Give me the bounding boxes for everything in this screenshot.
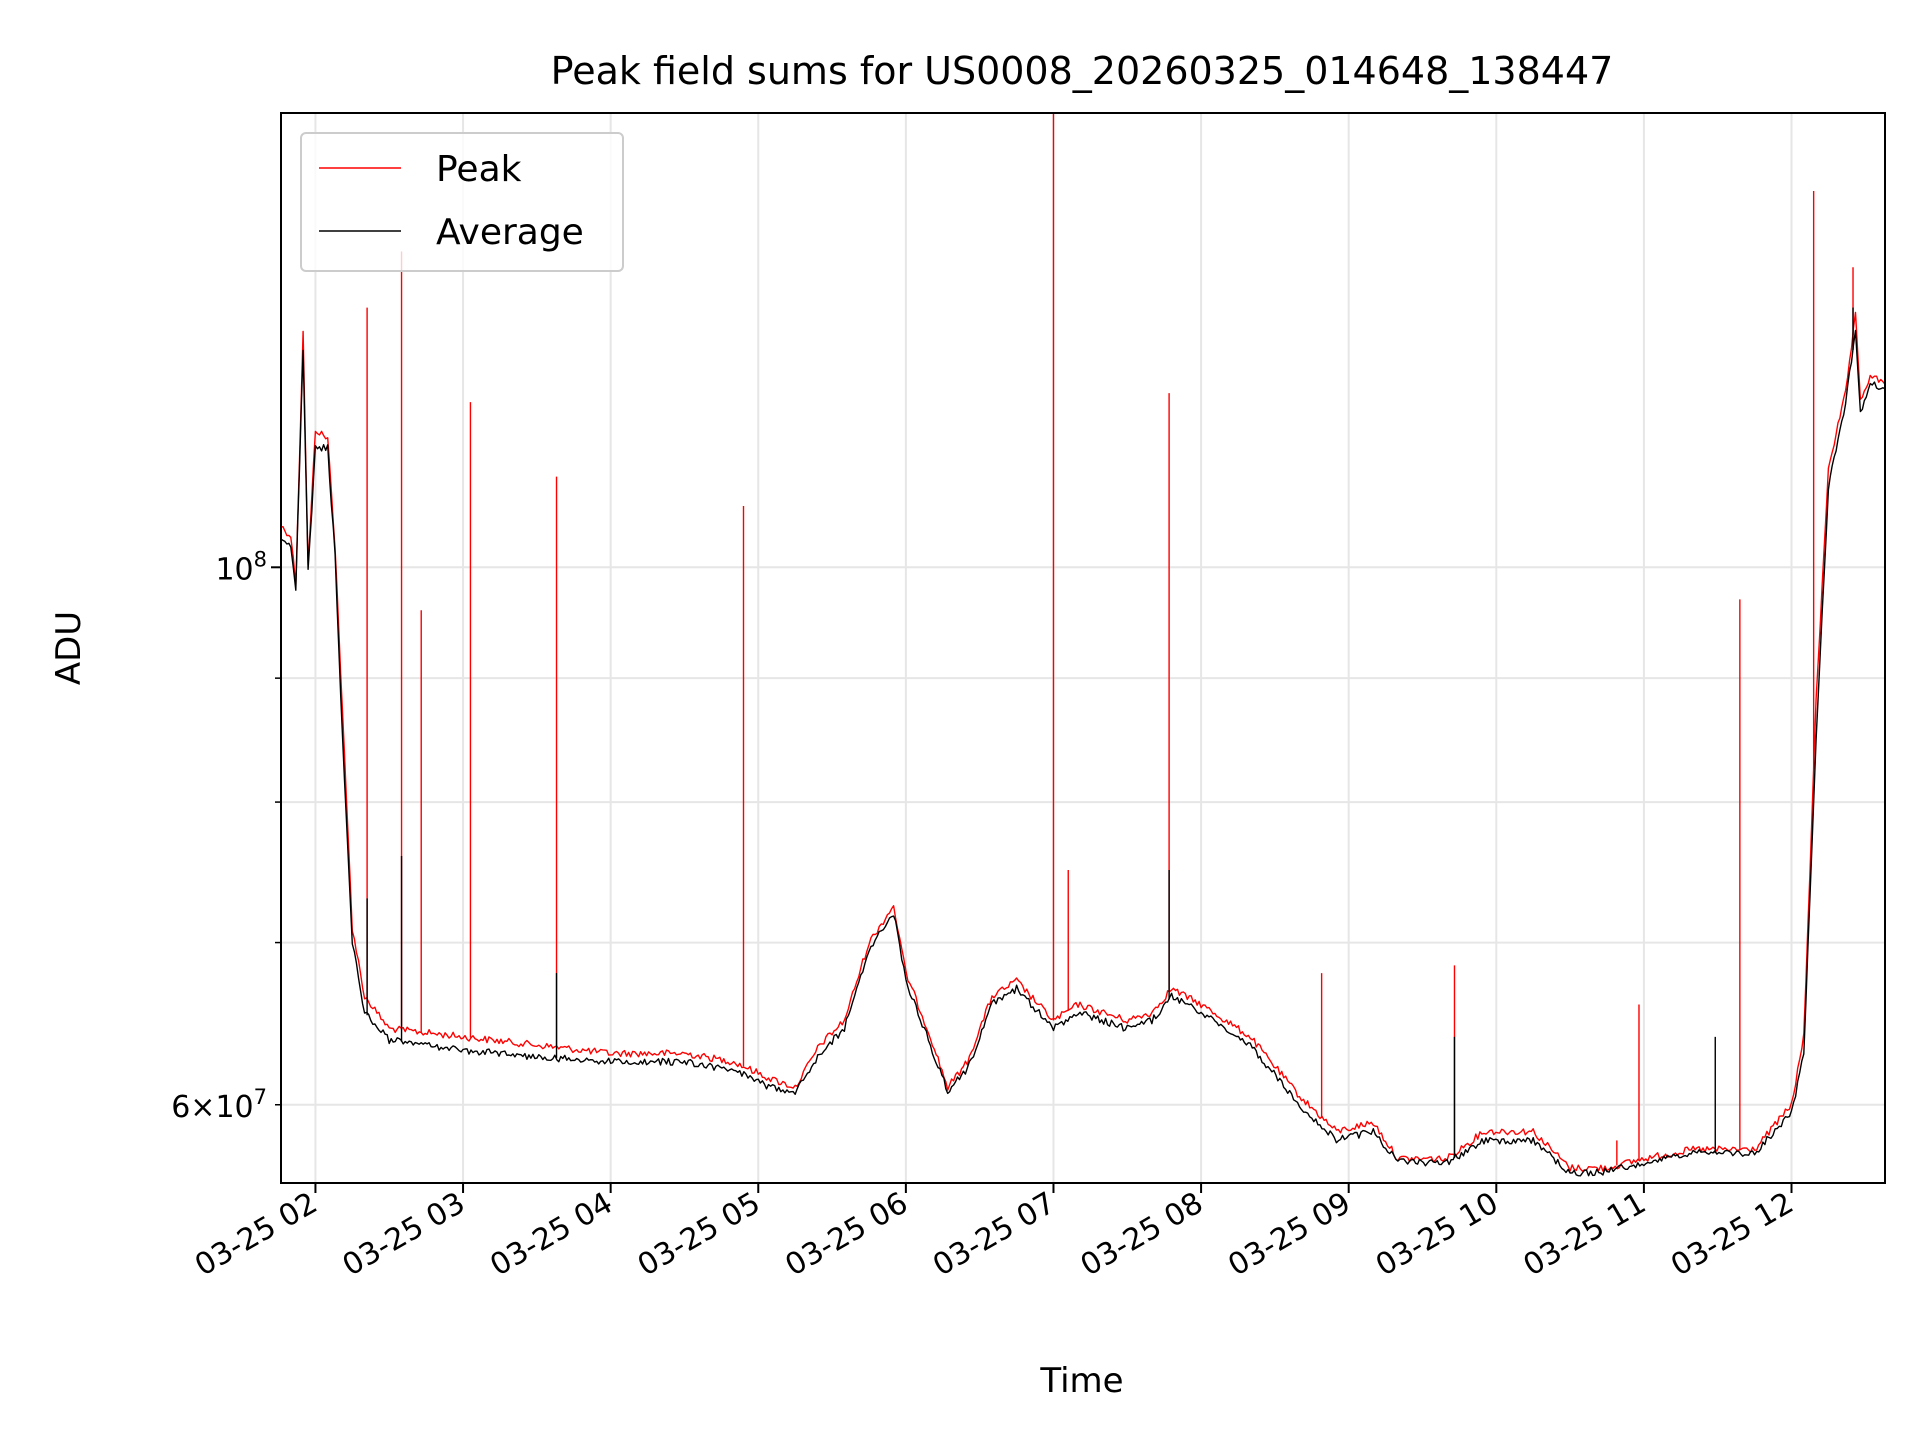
y-axis: 6×107 108	[171, 547, 281, 1125]
chart-title: Peak field sums for US0008_20260325_0146…	[551, 49, 1614, 93]
series-layer	[280, 113, 1886, 1177]
grid-lines	[281, 113, 1885, 1183]
series-line-peak	[280, 311, 1886, 1172]
x-axis-label: Time	[1039, 1361, 1123, 1401]
y-axis-label: ADU	[49, 611, 89, 685]
series-line-average	[280, 329, 1886, 1177]
legend-label-peak: Peak	[436, 149, 522, 190]
legend: Peak Average	[300, 132, 624, 272]
y-tick-label: 108	[215, 547, 267, 587]
plot-frame	[280, 112, 1886, 1184]
y-tick-label: 6×107	[171, 1085, 267, 1125]
legend-label-average: Average	[436, 212, 584, 253]
